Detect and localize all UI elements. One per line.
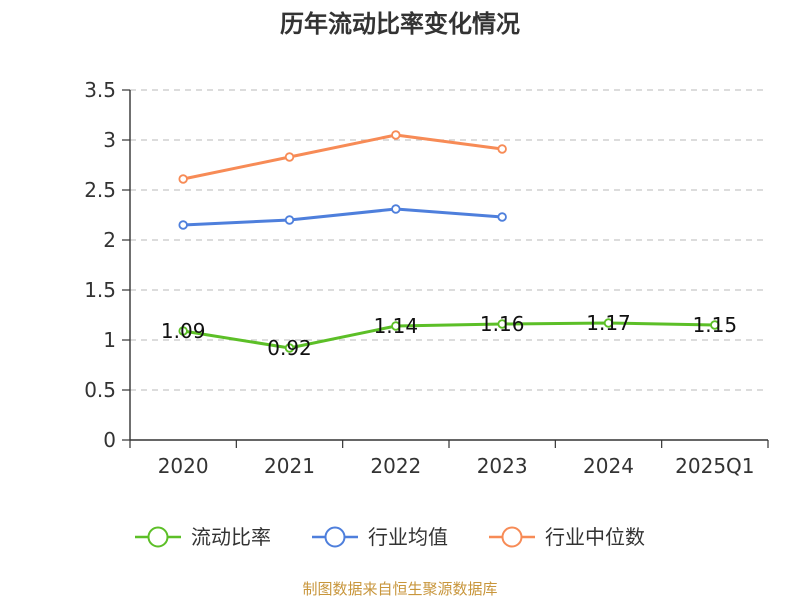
data-point (497, 319, 507, 329)
x-tick-label: 2022 (370, 454, 421, 478)
legend-label: 行业中位数 (545, 525, 645, 549)
series-line-1 (181, 207, 504, 227)
x-tick-label: 2025Q1 (675, 454, 754, 478)
legend-item[interactable]: 行业中位数 (489, 525, 645, 549)
data-point (284, 343, 295, 353)
data-point (497, 212, 507, 222)
x-tick-label: 2024 (583, 454, 634, 478)
gridlines (130, 89, 768, 391)
y-tick-label: 3.5 (84, 78, 116, 102)
data-point (284, 152, 295, 162)
y-tick-label: 0.5 (84, 378, 116, 402)
data-point (710, 320, 720, 330)
data-point (391, 130, 401, 140)
data-point (391, 204, 401, 214)
legend-marker-icon (501, 526, 523, 548)
data-label: 0.92 (267, 336, 312, 360)
axes: 0 0.5 1 1.5 2 2.5 3 3.5 2020 2021 2022 2023 2024 2025… (84, 78, 769, 478)
y-tick-label: 2 (103, 228, 116, 252)
legend-marker-icon (324, 526, 346, 548)
legend: 流动比率 行业均值 行业中位数 (135, 525, 645, 549)
x-tick-label: 2020 (158, 454, 209, 478)
legend-marker-icon (147, 526, 169, 548)
y-tick-label: 1 (103, 328, 116, 352)
series-lines (178, 130, 720, 353)
data-label: 1.09 (161, 319, 206, 343)
data-point (497, 144, 507, 154)
legend-label: 流动比率 (191, 525, 271, 549)
data-point (178, 220, 188, 230)
data-labels: 1.09 0.92 1.14 1.16 1.17 1.15 (161, 311, 737, 360)
legend-item[interactable]: 流动比率 (135, 525, 271, 549)
data-point (178, 326, 188, 336)
data-label: 1.16 (480, 312, 525, 336)
x-tick-label: 2023 (477, 454, 528, 478)
y-tick-label: 2.5 (84, 178, 116, 202)
y-tick-label: 3 (103, 128, 116, 152)
x-tick-label: 2021 (264, 454, 315, 478)
data-point (391, 321, 401, 331)
data-label: 1.14 (374, 314, 419, 338)
series-line-2 (181, 133, 504, 181)
source-note: 制图数据来自恒生聚源数据库 (302, 580, 497, 598)
data-label: 1.15 (693, 313, 738, 337)
legend-label: 行业均值 (368, 525, 448, 549)
y-tick-label: 1.5 (84, 278, 116, 302)
data-point (284, 215, 295, 225)
y-tick-label: 0 (103, 428, 116, 452)
series-line-0 (181, 321, 717, 350)
data-point (178, 174, 188, 184)
chart-title: 历年流动比率变化情况 (280, 10, 520, 38)
data-point (603, 318, 614, 328)
legend-item[interactable]: 行业均值 (312, 525, 448, 549)
data-label: 1.17 (586, 311, 631, 335)
